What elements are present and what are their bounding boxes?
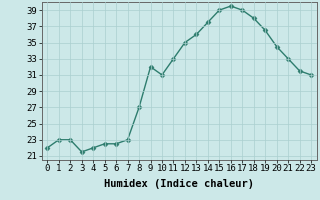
X-axis label: Humidex (Indice chaleur): Humidex (Indice chaleur) [104, 179, 254, 189]
